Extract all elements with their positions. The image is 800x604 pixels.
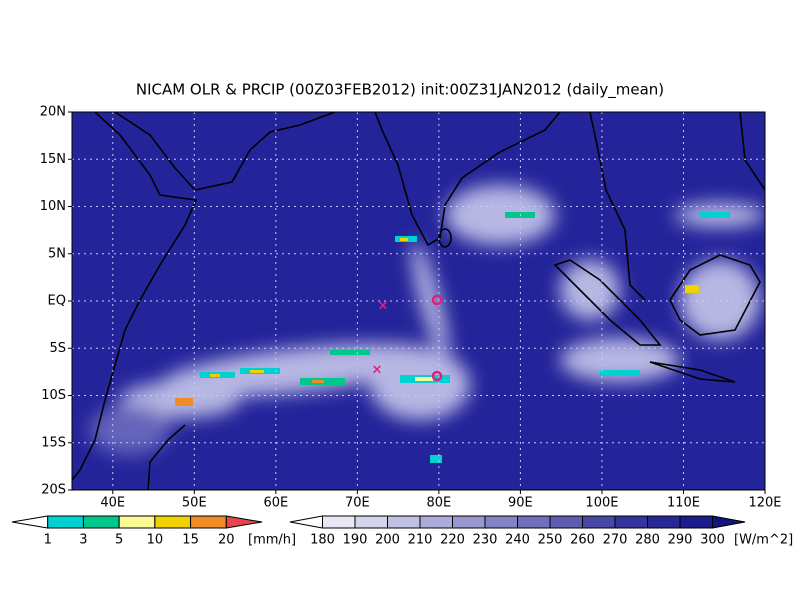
colorbar-segment	[517, 515, 551, 529]
colorbar-label: 210	[408, 533, 433, 548]
lat-label: 15S	[41, 435, 66, 450]
lon-label: 60E	[263, 496, 288, 511]
lon-label: 90E	[508, 496, 533, 511]
colorbar-label: 3	[79, 533, 87, 548]
marker-x: ×	[372, 363, 383, 378]
colorbar-segment	[582, 515, 616, 529]
colorbar-segment	[47, 515, 84, 529]
colorbar-label: 270	[603, 533, 628, 548]
colorbar-end	[289, 515, 323, 529]
lon-label: 80E	[426, 496, 451, 511]
colorbar-end	[11, 515, 49, 529]
colorbar-label: 190	[343, 533, 368, 548]
colorbar-label: 15	[182, 533, 199, 548]
map-title: NICAM OLR & PRCIP (00Z03FEB2012) init:00…	[136, 81, 664, 100]
marker-o	[431, 294, 443, 306]
colorbar-label: 5	[115, 533, 123, 548]
lon-label: 120E	[748, 496, 781, 511]
lon-label: 50E	[182, 496, 207, 511]
colorbar-end	[225, 515, 263, 529]
lat-label: 10N	[40, 199, 66, 214]
colorbar-segment	[387, 515, 421, 529]
colorbar-label: 180	[310, 533, 335, 548]
marker-o	[431, 370, 443, 382]
colorbar-label: 280	[635, 533, 660, 548]
precip-cells	[175, 212, 730, 463]
colorbar-label: 290	[668, 533, 693, 548]
colorbar-segment	[614, 515, 648, 529]
lon-label: 110E	[667, 496, 700, 511]
colorbar-segment	[354, 515, 388, 529]
marker-x: ×	[378, 299, 389, 314]
colorbar-label: 1	[44, 533, 52, 548]
lat-label: EQ	[48, 294, 66, 309]
colorbar-label: 10	[147, 533, 164, 548]
colorbar-label: 20	[218, 533, 235, 548]
coastlines	[72, 112, 765, 490]
colorbar-segment	[549, 515, 583, 529]
colorbar-segment	[647, 515, 681, 529]
lat-label: 5N	[48, 246, 66, 261]
colorbar-segment	[679, 515, 713, 529]
colorbar-label: 230	[473, 533, 498, 548]
colorbar-end	[712, 515, 746, 529]
lat-label: 20N	[40, 105, 66, 120]
lat-label: 5S	[49, 341, 66, 356]
colorbar-label: 260	[570, 533, 595, 548]
colorbar-segment	[190, 515, 227, 529]
colorbar-label: 200	[375, 533, 400, 548]
colorbar-segment	[154, 515, 192, 529]
colorbar-unit: [W/m^2]	[734, 533, 793, 548]
colorbar-segment	[419, 515, 453, 529]
grid	[72, 112, 765, 490]
colorbar-segment	[82, 515, 120, 529]
colorbar-segment	[322, 515, 356, 529]
colorbar-segment	[452, 515, 486, 529]
colorbar-label: 300	[700, 533, 725, 548]
lon-label: 70E	[345, 496, 370, 511]
colorbar-unit: [mm/h]	[248, 533, 296, 548]
lat-label: 20S	[41, 483, 66, 498]
lat-label: 15N	[40, 152, 66, 167]
lon-label: 100E	[585, 496, 618, 511]
colorbar-label: 220	[440, 533, 465, 548]
colorbar-label: 240	[505, 533, 530, 548]
markers: × ×	[372, 294, 443, 382]
colorbar-label: 250	[538, 533, 563, 548]
colorbar-segment	[484, 515, 518, 529]
lat-label: 10S	[41, 388, 66, 403]
colorbar-segment	[118, 515, 156, 529]
map-field: × ×	[72, 112, 765, 490]
lon-label: 40E	[100, 496, 125, 511]
